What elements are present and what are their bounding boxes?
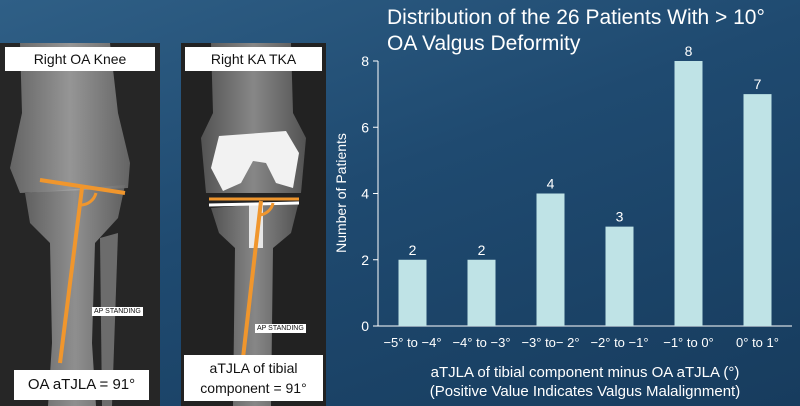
x-tick-label: −3° to− 2°: [521, 335, 579, 350]
x-tick-label: −1° to 0°: [663, 335, 714, 350]
y-tick-label: 4: [361, 186, 369, 202]
ka-tka-xray-panel: Right KA TKA AP STANDING aTJLA of tibial…: [181, 43, 326, 406]
bar-data-label: 4: [547, 176, 555, 192]
bar: [674, 61, 703, 326]
bar-data-label: 2: [478, 242, 486, 258]
x-axis-label-line1: aTJLA of tibial component minus OA aTJLA…: [431, 364, 740, 381]
bar: [467, 259, 496, 326]
y-tick-label: 2: [361, 252, 369, 268]
bar-data-label: 8: [685, 43, 693, 59]
bar-data-label: 2: [409, 242, 417, 258]
bar: [398, 259, 427, 326]
ka-tka-caption-line2: component = 91°: [200, 380, 307, 396]
ka-tka-xray-image: [181, 43, 326, 406]
y-tick-label: 6: [361, 119, 369, 135]
oa-knee-title: Right OA Knee: [5, 47, 155, 71]
y-tick-label: 8: [361, 53, 369, 69]
x-tick-label: 0° to 1°: [736, 335, 779, 350]
oa-knee-marker: AP STANDING: [92, 307, 143, 316]
oa-knee-xray-panel: Right OA Knee AP STANDING OA aTJLA = 91°: [0, 43, 160, 406]
y-axis-label: Number of Patients: [333, 133, 349, 253]
bar-data-label: 3: [616, 209, 624, 225]
ka-tka-marker: AP STANDING: [255, 324, 306, 333]
bar: [605, 226, 634, 326]
x-tick-label: −4° to −3°: [452, 335, 510, 350]
x-tick-label: −5° to −4°: [383, 335, 441, 350]
bar: [743, 94, 772, 326]
oa-knee-xray-image: [0, 43, 160, 406]
ka-tka-title: Right KA TKA: [185, 47, 322, 71]
bar-data-label: 7: [754, 76, 762, 92]
x-tick-label: −2° to −1°: [590, 335, 648, 350]
x-axis-label-line2: (Positive Value Indicates Valgus Malalig…: [430, 383, 740, 400]
chart-title-line1: Distribution of the 26 Patients With > 1…: [387, 6, 765, 29]
bar: [536, 193, 565, 326]
y-tick-label: 0: [361, 318, 369, 334]
chart-title-line2: OA Valgus Deformity: [387, 32, 581, 55]
ka-tka-caption-line1: aTJLA of tibial: [209, 360, 298, 376]
ka-tka-caption: aTJLA of tibial component = 91°: [184, 355, 323, 401]
oa-knee-caption: OA aTJLA = 91°: [14, 370, 149, 400]
